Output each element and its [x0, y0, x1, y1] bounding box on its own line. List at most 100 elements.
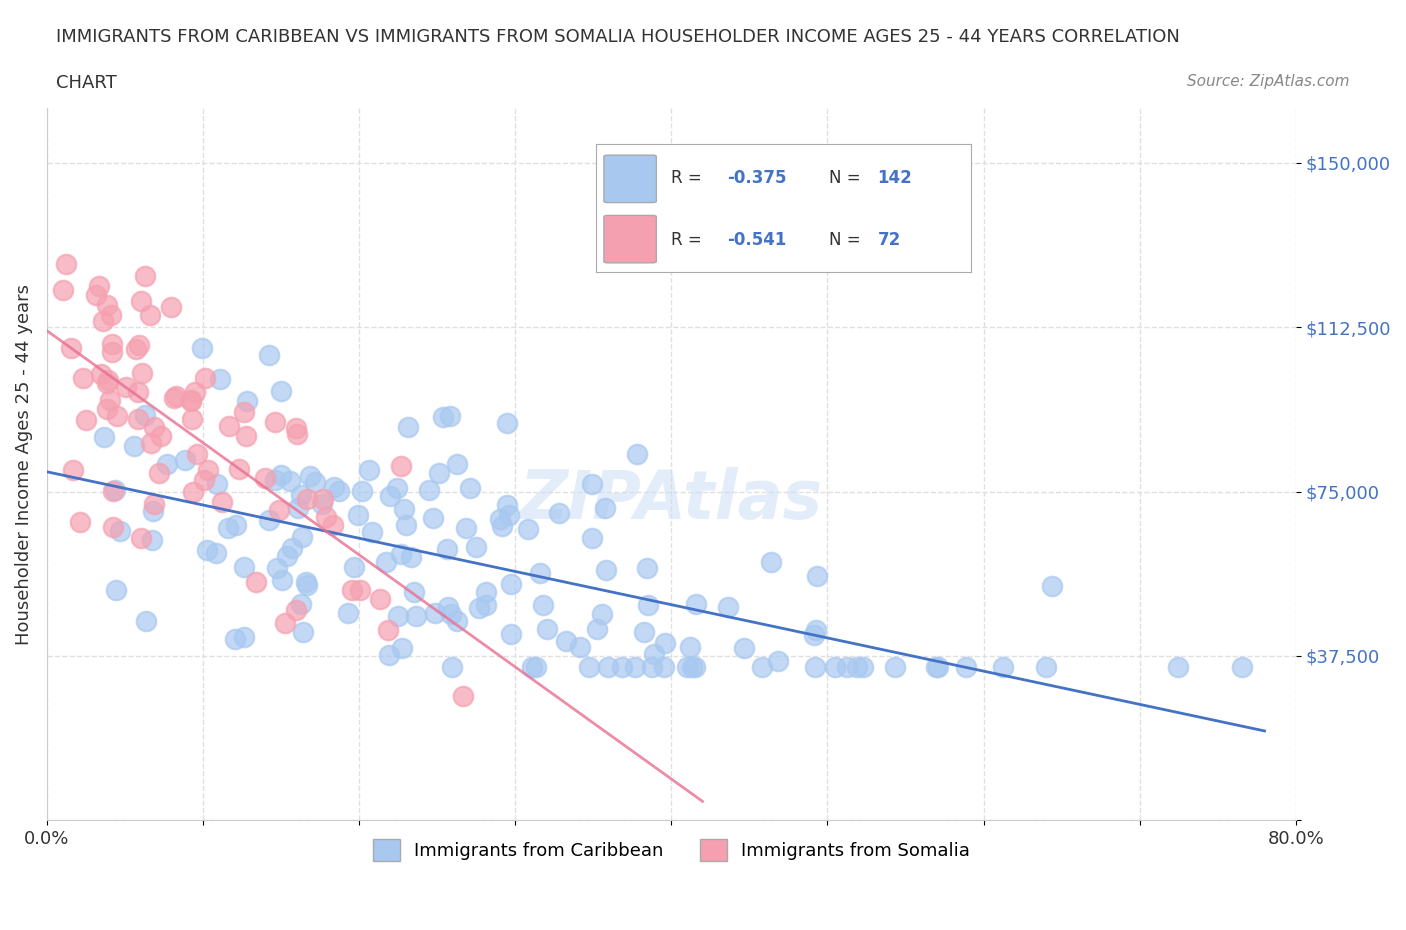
Point [555, 633, 578, 648]
Point [143, 497, 166, 512]
Point [96, 402, 118, 417]
Point [581, 477, 603, 492]
Point [257, 512, 280, 527]
Point [143, 420, 166, 435]
Point [295, 578, 318, 592]
Point [1230, 659, 1253, 674]
Point [328, 484, 350, 498]
Point [141, 532, 163, 547]
Point [446, 614, 468, 629]
Point [183, 384, 205, 399]
Point [142, 503, 165, 518]
Point [101, 520, 124, 535]
Point [233, 559, 256, 574]
Point [311, 497, 333, 512]
Point [129, 294, 152, 309]
Point [806, 623, 828, 638]
Point [458, 481, 481, 496]
Point [266, 560, 288, 575]
Point [336, 605, 359, 620]
Point [395, 518, 418, 533]
Point [685, 596, 707, 611]
Point [287, 427, 309, 442]
Point [423, 605, 446, 620]
Point [173, 452, 195, 467]
Point [610, 659, 633, 674]
Point [267, 502, 290, 517]
Point [436, 541, 458, 556]
Point [163, 391, 186, 405]
Point [524, 659, 547, 674]
Point [276, 548, 298, 563]
Point [290, 596, 312, 611]
Point [399, 550, 422, 565]
Point [236, 393, 259, 408]
Point [489, 512, 512, 527]
Point [129, 531, 152, 546]
Point [148, 465, 170, 480]
Point [139, 435, 162, 450]
Point [191, 340, 214, 355]
Point [134, 407, 156, 422]
Point [676, 659, 699, 674]
Point [181, 485, 204, 499]
Text: Source: ZipAtlas.com: Source: ZipAtlas.com [1187, 74, 1350, 89]
Point [593, 500, 616, 515]
Point [495, 498, 517, 512]
Point [194, 371, 217, 386]
Point [578, 659, 600, 674]
Point [359, 463, 381, 478]
Point [368, 591, 391, 606]
Point [165, 389, 187, 404]
Point [62, 463, 84, 478]
Point [90, 367, 112, 382]
Point [197, 462, 219, 477]
Point [643, 646, 665, 661]
Point [233, 405, 256, 419]
Point [398, 419, 420, 434]
Point [837, 659, 859, 674]
Point [128, 338, 150, 352]
Point [548, 506, 571, 521]
Point [517, 521, 540, 536]
Point [207, 477, 229, 492]
Point [824, 659, 846, 674]
Point [87, 279, 110, 294]
Point [257, 348, 280, 363]
Point [96, 298, 118, 312]
Point [439, 409, 461, 424]
Point [389, 458, 412, 473]
Point [623, 659, 645, 674]
Point [654, 636, 676, 651]
Point [59, 340, 82, 355]
Point [232, 630, 254, 644]
Point [270, 468, 292, 483]
Point [156, 457, 179, 472]
Point [281, 540, 304, 555]
Point [568, 640, 591, 655]
Text: ZIPAtlas: ZIPAtlas [520, 467, 823, 533]
Point [127, 384, 149, 399]
Text: IMMIGRANTS FROM CARIBBEAN VS IMMIGRANTS FROM SOMALIA HOUSEHOLDER INCOME AGES 25 : IMMIGRANTS FROM CARIBBEAN VS IMMIGRANTS … [56, 28, 1180, 46]
Point [391, 641, 413, 656]
Point [343, 559, 366, 574]
Point [278, 473, 301, 488]
Point [69, 514, 91, 529]
Point [377, 623, 399, 638]
Point [91, 313, 114, 328]
Point [685, 659, 707, 674]
Point [454, 521, 477, 536]
Point [499, 577, 522, 591]
Point [734, 640, 756, 655]
Point [139, 308, 162, 323]
Point [347, 508, 370, 523]
Point [499, 627, 522, 642]
Point [72, 371, 94, 386]
Point [536, 621, 558, 636]
Point [451, 688, 474, 703]
Point [127, 411, 149, 426]
Point [291, 529, 314, 544]
Point [637, 561, 659, 576]
Point [75, 412, 97, 427]
Point [361, 525, 384, 539]
